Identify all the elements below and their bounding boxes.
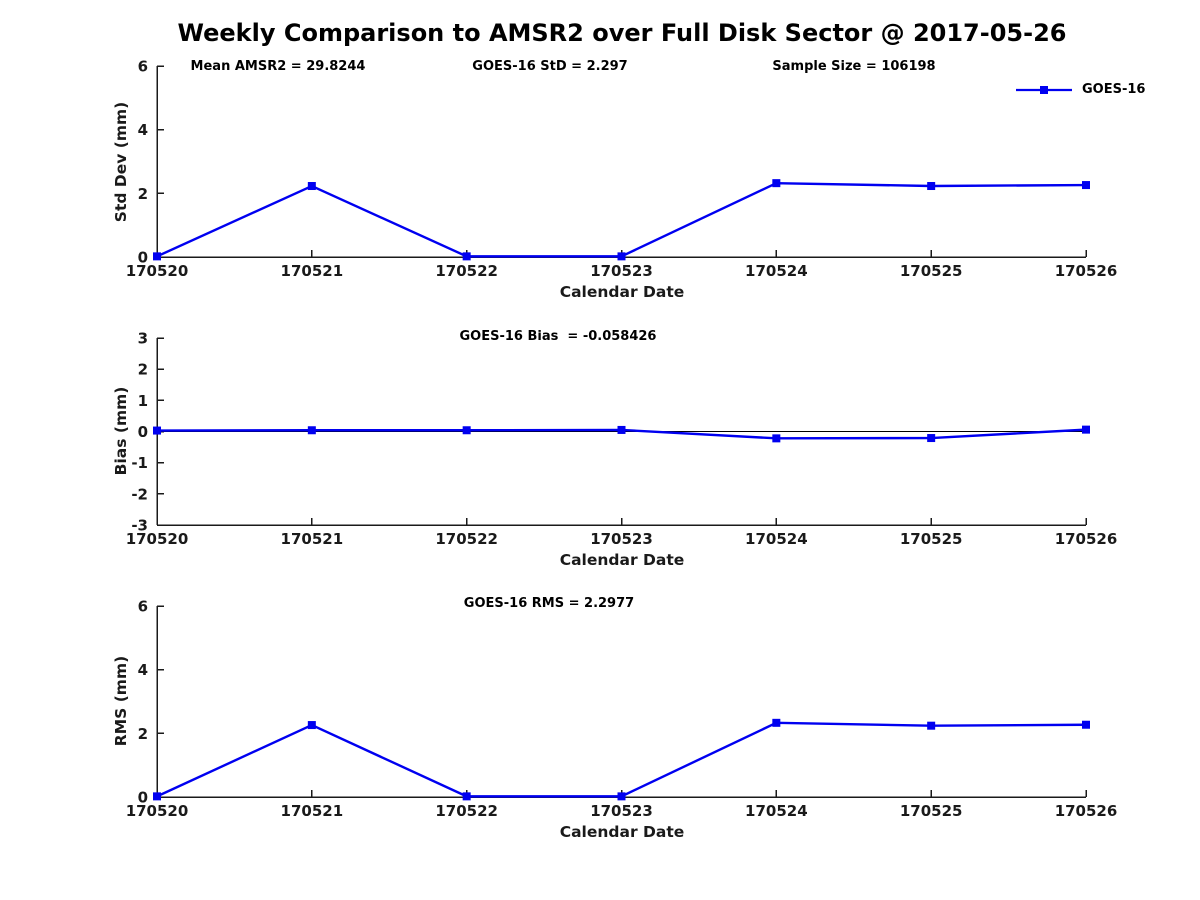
data-marker: [772, 718, 781, 727]
data-marker: [1082, 720, 1090, 729]
y-tick-label: 4: [138, 661, 148, 679]
data-marker: [927, 182, 936, 191]
y-tick-label: 3: [138, 330, 148, 348]
data-marker: [1082, 181, 1090, 190]
data-marker: [617, 425, 626, 434]
data-marker: [617, 252, 626, 261]
annotation-sample-size: Sample Size = 106198: [772, 59, 936, 74]
x-tick-label: 170526: [1055, 262, 1118, 280]
x-tick-label: 170524: [745, 802, 808, 820]
legend: GOES-16: [1014, 82, 1145, 97]
data-marker: [927, 721, 936, 730]
data-marker: [772, 434, 781, 443]
x-tick-label: 170525: [900, 262, 963, 280]
x-tick-label: 170523: [590, 530, 653, 548]
data-marker: [462, 792, 471, 801]
legend-label: GOES-16: [1082, 82, 1146, 97]
x-tick-label: 170523: [590, 262, 653, 280]
data-marker: [1082, 425, 1090, 434]
x-tick-label: 170526: [1055, 530, 1118, 548]
subplot-bias-title: GOES-16 Bias = -0.058426: [459, 329, 657, 344]
x-tick-label: 170521: [281, 530, 344, 548]
data-marker: [462, 252, 471, 261]
y-tick-label: 0: [138, 249, 148, 267]
data-marker: [307, 426, 316, 435]
y-tick-label: 0: [138, 789, 148, 807]
x-tick-label: 170526: [1055, 802, 1118, 820]
data-marker: [307, 182, 316, 191]
chart-title: Weekly Comparison to AMSR2 over Full Dis…: [177, 19, 1067, 47]
y-tick-label: -3: [131, 517, 148, 535]
subplot-rms-title: GOES-16 RMS = 2.2977: [463, 596, 635, 611]
y-tick-label: 2: [138, 361, 148, 379]
legend-line-marker-icon: [1016, 85, 1072, 94]
y-tick-label: 2: [138, 185, 148, 203]
rms-y-axis-label: RMS (mm): [112, 655, 130, 747]
x-tick-label: 170520: [126, 530, 189, 548]
y-tick-label: 0: [138, 423, 148, 441]
y-tick-label: 4: [138, 121, 148, 139]
data-marker: [617, 792, 626, 801]
y-tick-label: -1: [131, 454, 148, 472]
rms-x-axis-label: Calendar Date: [559, 823, 685, 841]
data-marker: [153, 792, 161, 801]
x-tick-label: 170521: [281, 802, 344, 820]
annotation-mean-amsr2: Mean AMSR2 = 29.8244: [190, 59, 366, 74]
stddev-y-axis-label: Std Dev (mm): [112, 101, 130, 223]
stddev-x-axis-label: Calendar Date: [559, 283, 685, 301]
data-marker: [927, 434, 936, 443]
x-tick-label: 170524: [745, 530, 808, 548]
x-tick-label: 170521: [281, 262, 344, 280]
data-marker: [153, 426, 161, 435]
data-marker: [462, 426, 471, 435]
x-tick-label: 170525: [900, 802, 963, 820]
bias-x-axis-label: Calendar Date: [559, 551, 685, 569]
data-marker: [307, 721, 316, 730]
x-tick-label: 170522: [435, 262, 498, 280]
y-tick-label: 6: [138, 58, 148, 76]
y-tick-label: 2: [138, 725, 148, 743]
x-tick-label: 170523: [590, 802, 653, 820]
bias-y-axis-label: Bias (mm): [112, 386, 130, 476]
y-tick-label: -2: [131, 485, 148, 503]
annotation-goes16-std: GOES-16 StD = 2.297: [472, 59, 628, 74]
data-line-goes-16: [156, 721, 1087, 798]
data-line-goes-16: [156, 181, 1087, 258]
x-tick-label: 170524: [745, 262, 808, 280]
x-tick-label: 170522: [435, 802, 498, 820]
x-tick-label: 170520: [126, 802, 189, 820]
x-tick-label: 170520: [126, 262, 189, 280]
x-tick-label: 170525: [900, 530, 963, 548]
y-tick-label: 1: [138, 392, 148, 410]
data-marker: [772, 179, 781, 188]
x-tick-label: 170522: [435, 530, 498, 548]
y-tick-label: 6: [138, 598, 148, 616]
data-marker: [153, 252, 161, 261]
